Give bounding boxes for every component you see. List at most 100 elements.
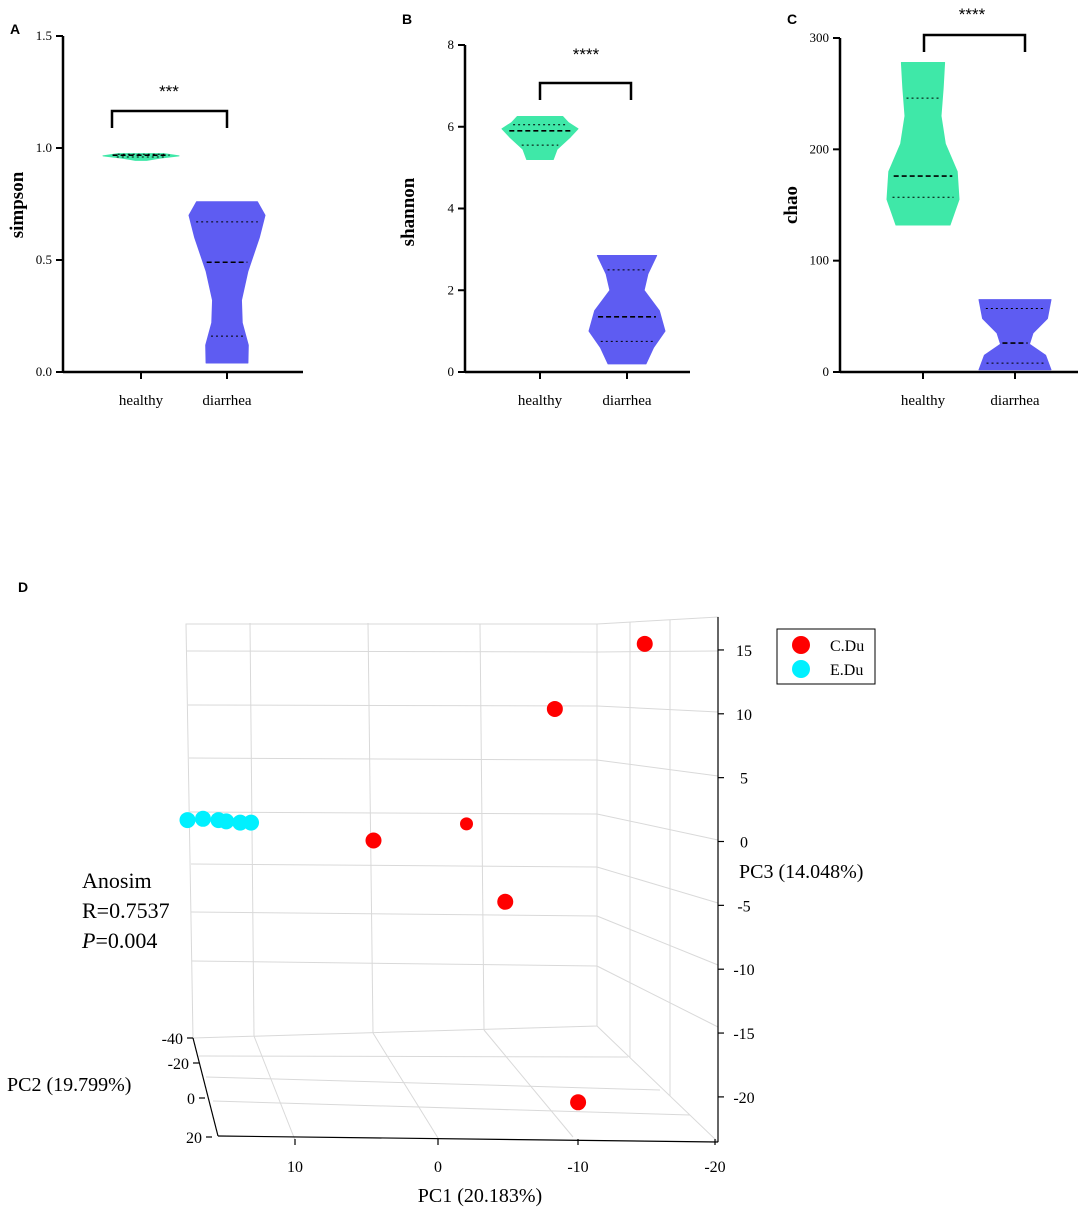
pc3-tick-label: 15	[736, 643, 752, 660]
panel-b-significance-bracket	[538, 81, 633, 100]
back-wall-grid-h	[190, 911, 598, 917]
panel-c-violins	[886, 61, 1052, 371]
panel-d-label: D	[18, 579, 28, 595]
back-wall-grid-v	[479, 623, 485, 1031]
pc3-tick-label: -5	[737, 898, 750, 915]
anosim-p-symbol: P	[81, 928, 95, 953]
back-wall-grid-h	[191, 960, 598, 967]
panel-b-categories: healthy diarrhea	[518, 372, 652, 409]
right-wall-grid-h	[596, 650, 719, 653]
pc2-tick-label: -40	[162, 1031, 183, 1048]
point-c-du	[460, 817, 473, 831]
panel-a-yticks: 0.0 0.5 1.0 1.5	[36, 28, 63, 379]
panel-b-label: B	[402, 11, 412, 27]
violin-diarrhea	[978, 299, 1052, 371]
right-wall-grid-h	[596, 866, 719, 904]
panel-a-ytick-label: 0.5	[36, 252, 52, 267]
panel-a-category-diarrhea: diarrhea	[202, 393, 251, 409]
panel-c: C chao 0 100 200 300 healthy diarrhea ****	[781, 5, 1078, 409]
point-e-du	[179, 812, 196, 829]
pc3-tick-label: -15	[733, 1026, 754, 1043]
pc1-tick-label: -10	[567, 1159, 588, 1176]
pc2-axis	[192, 1037, 219, 1137]
pc2-tick-label: 20	[186, 1130, 202, 1147]
pc3-tick-label: 0	[740, 835, 748, 852]
back-wall-grid-h	[190, 863, 598, 868]
panel-d: D	[7, 579, 876, 1207]
back-wall-grid-v	[367, 622, 374, 1034]
floor-grid	[205, 1076, 661, 1091]
right-wall-grid-h	[596, 915, 719, 966]
panel-c-yticks: 0 100 200 300	[810, 30, 840, 379]
pc1-axis-label: PC1 (20.183%)	[418, 1185, 542, 1207]
anosim-p-value: =0.004	[95, 928, 157, 953]
legend: C.Du E.Du	[776, 628, 876, 685]
panel-c-category-healthy: healthy	[901, 393, 946, 409]
panel-c-significance-bracket	[922, 33, 1027, 52]
panel-a-categories: healthy diarrhea	[119, 372, 252, 409]
floor-grid	[372, 1032, 439, 1139]
back-wall-grid-h	[188, 757, 598, 761]
violin-diarrhea	[588, 255, 666, 365]
anosim-p: P=0.004	[81, 928, 157, 953]
pc3-tick-label: -10	[733, 962, 754, 979]
legend-label-c-du: C.Du	[830, 638, 864, 655]
pc2-ticks: -40 -20 0 20	[162, 1031, 212, 1147]
panel-a-category-healthy: healthy	[119, 393, 164, 409]
point-e-du	[218, 813, 235, 830]
panel-b-ytick-label: 8	[448, 37, 455, 52]
floor-grid	[253, 1035, 296, 1141]
back-wall-grid-h	[189, 811, 598, 815]
floor-grid	[198, 1055, 629, 1058]
violin-diarrhea	[188, 201, 266, 364]
floor-grid	[483, 1029, 574, 1138]
panel-a-significance: ***	[159, 82, 179, 101]
panel-c-ytick-label: 0	[823, 364, 830, 379]
panel-c-ytick-label: 100	[810, 253, 830, 268]
panel-b-violins	[501, 116, 666, 365]
legend-marker-e-du	[792, 660, 810, 678]
panel-c-ytick-label: 200	[810, 141, 830, 156]
panel-c-label: C	[787, 11, 797, 27]
pc2-tick-label: -20	[168, 1056, 189, 1073]
anosim-annotation: Anosim R=0.7537 P=0.004	[81, 868, 170, 953]
pca-points	[179, 635, 653, 1111]
pc1-tick-label: 10	[287, 1159, 303, 1176]
pc1-ticks: 10 0 -10 -20	[287, 1139, 726, 1176]
panel-a-ytick-label: 1.0	[36, 140, 52, 155]
violin-healthy	[886, 61, 960, 226]
legend-marker-c-du	[792, 636, 810, 654]
panel-a-significance-bracket	[110, 109, 229, 128]
point-c-du	[497, 893, 514, 910]
point-c-du	[636, 635, 653, 652]
panel-b-yticks: 0 2 4 6 8	[448, 37, 465, 379]
floor-grid	[212, 1100, 691, 1116]
pc1-tick-label: -20	[704, 1159, 725, 1176]
back-wall-grid-h	[186, 650, 598, 653]
legend-items: C.Du E.Du	[792, 636, 864, 679]
right-wall	[596, 616, 719, 1144]
point-e-du	[243, 814, 260, 831]
panel-c-significance: ****	[959, 5, 986, 24]
pc1-tick-label: 0	[434, 1159, 442, 1176]
pc2-tick-label: 0	[187, 1091, 195, 1108]
back-wall-grid-h	[187, 704, 598, 707]
panel-a-label: A	[10, 21, 20, 37]
right-wall-grid-h	[596, 759, 719, 777]
violin-healthy	[501, 116, 579, 160]
panel-a-ylabel: simpson	[7, 171, 28, 238]
panel-b-significance: ****	[573, 45, 600, 64]
pca-box	[185, 616, 719, 1144]
panel-b-ytick-label: 2	[448, 282, 455, 297]
pc2-axis-label: PC2 (19.799%)	[7, 1074, 131, 1096]
panel-c-ytick-label: 300	[810, 30, 830, 45]
panel-b-category-diarrhea: diarrhea	[602, 393, 651, 409]
right-wall-grid-h	[596, 965, 719, 1028]
pc3-ticks: 15 10 5 0 -5 -10 -15 -20	[718, 643, 755, 1107]
pc3-tick-label: 10	[736, 707, 752, 724]
panel-b-ytick-label: 6	[448, 119, 455, 134]
pc3-axis-label: PC3 (14.048%)	[739, 861, 863, 883]
panel-b: B shannon 0 2 4 6 8 healthy diarrhea ****	[398, 11, 690, 409]
back-wall	[185, 623, 598, 1039]
